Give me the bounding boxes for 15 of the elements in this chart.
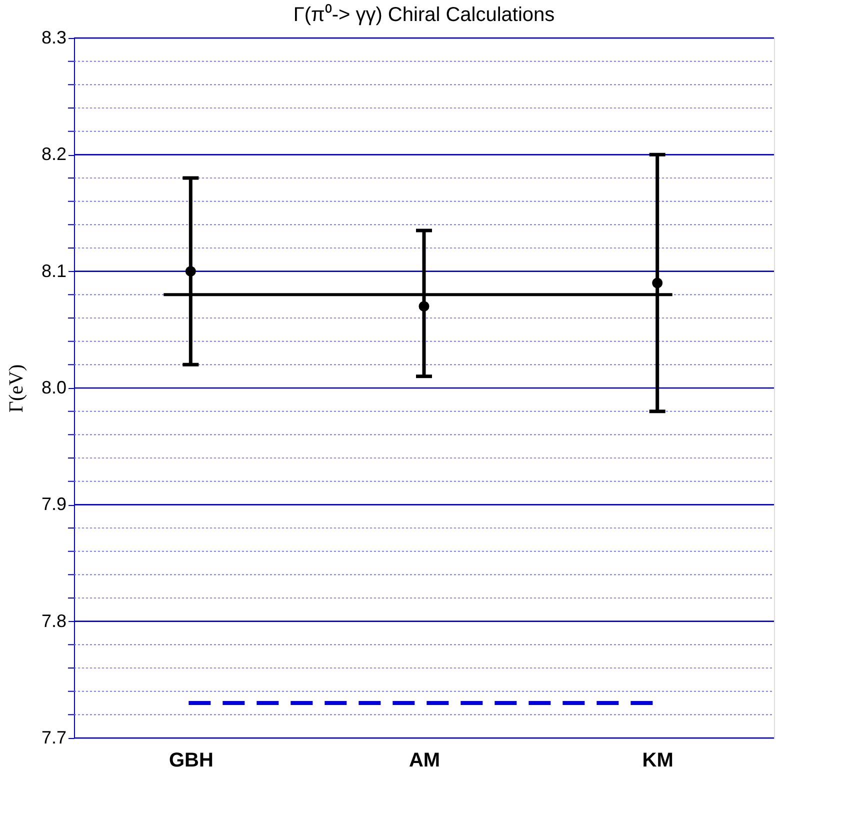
y-tick-label: 7.7 xyxy=(41,728,66,748)
point xyxy=(185,266,196,277)
y-tick-label: 7.8 xyxy=(41,610,66,631)
chart-title: Γ(π⁰-> γγ) Chiral Calculations xyxy=(293,3,555,26)
y-axis-title: Γ(eV) xyxy=(5,364,28,413)
y-tick-label: 8.3 xyxy=(41,28,66,48)
point xyxy=(418,301,430,312)
x-tick-label: KM xyxy=(642,750,674,772)
y-tick-label: 8.2 xyxy=(41,144,66,164)
x-tick-label: AM xyxy=(408,750,440,772)
point xyxy=(652,278,663,288)
y-tick-label: 7.9 xyxy=(41,494,66,514)
y-tick-label: 8.0 xyxy=(41,378,66,398)
x-tick-label: GBH xyxy=(168,750,214,772)
y-tick-label: 8.1 xyxy=(41,260,66,281)
